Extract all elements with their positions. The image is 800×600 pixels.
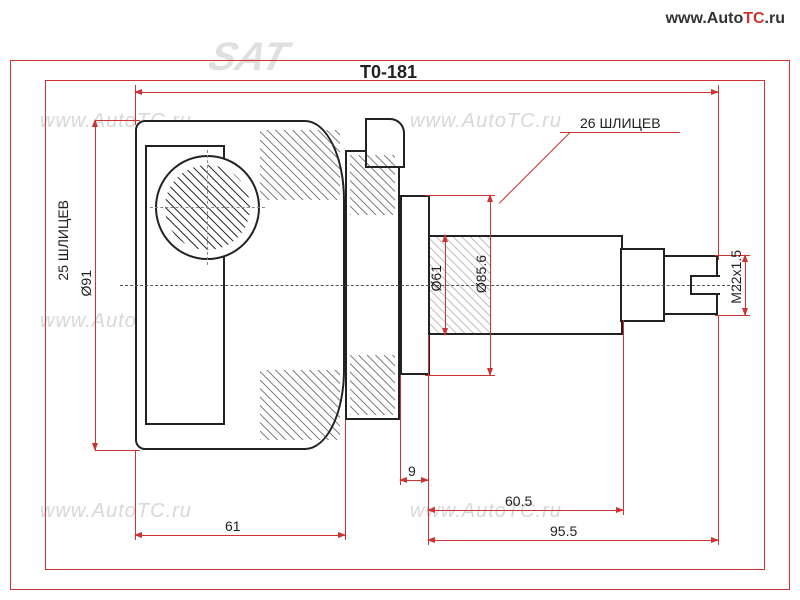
dim-d91-ext-t (95, 120, 140, 121)
dim-top-ext-r (718, 85, 719, 260)
dim-m22-line (745, 255, 746, 315)
url-main: Auto (707, 10, 743, 27)
label-l605: 60.5 (505, 493, 532, 509)
label-splines-right: 26 ШЛИЦЕВ (580, 115, 661, 131)
label-d61: Ø61 (428, 265, 444, 291)
dim-l61-ext-r (345, 420, 346, 540)
url-suffix: .ru (765, 10, 785, 27)
dim-d91-line (95, 120, 96, 450)
label-splines-left: 25 ШЛИЦЕВ (55, 200, 71, 281)
hatch-collar-l (350, 355, 395, 415)
dim-l9-ext-l (400, 375, 401, 485)
hatch-lower (260, 370, 340, 440)
dim-d91-ext-b (95, 450, 140, 451)
label-l61: 61 (225, 518, 241, 534)
leader-splines-right-h (560, 132, 680, 133)
site-url: www.AutoTC.ru (666, 10, 785, 28)
hatch-collar-u (350, 155, 395, 215)
part-title: T0-181 (360, 62, 417, 83)
url-prefix: www. (666, 10, 707, 27)
dim-d856-ext-t (425, 195, 495, 196)
dim-top-line (135, 92, 718, 93)
ball-centerline-v (207, 150, 208, 265)
dim-m22-ext-b (715, 315, 750, 316)
label-l955: 95.5 (550, 523, 577, 539)
dim-l955-ext-r (718, 315, 719, 545)
dim-l61-ext-l (135, 450, 136, 540)
dim-l605-line (428, 510, 623, 511)
dim-l61-line (135, 535, 345, 536)
dim-l9-line (400, 480, 428, 481)
label-l9: 9 (408, 463, 416, 479)
dim-d856-line (490, 195, 491, 375)
dim-d61-line (445, 235, 446, 335)
dim-l955-line (428, 540, 718, 541)
url-accent: TC (743, 10, 764, 27)
label-d91: Ø91 (78, 270, 94, 296)
dim-l605-ext-r (623, 320, 624, 515)
label-m22: M22x1.5 (728, 250, 744, 304)
label-d856: Ø85.6 (473, 255, 489, 293)
hatch-upper (260, 130, 340, 200)
dim-l9-ext-r (428, 335, 429, 545)
dim-d856-ext-b (425, 375, 495, 376)
